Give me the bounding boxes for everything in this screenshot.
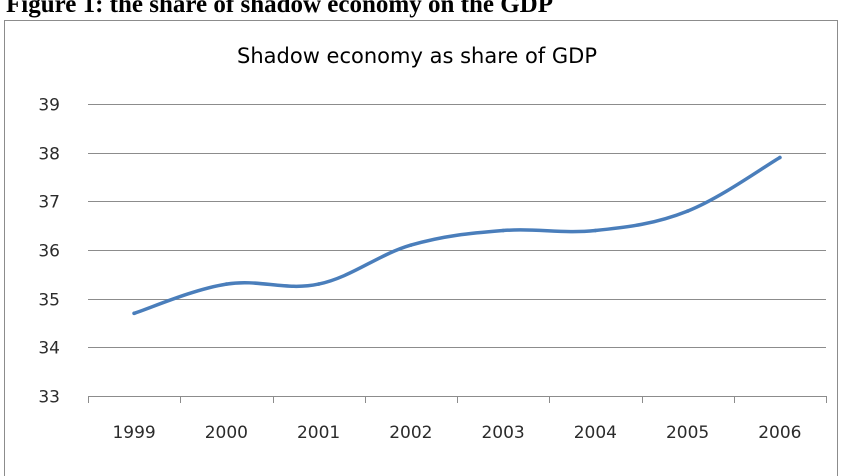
x-tick-label: 1999	[112, 423, 155, 443]
figure-caption: Figure 1: the share of shadow economy on…	[6, 0, 553, 18]
chart-frame	[4, 20, 838, 476]
data-point-2004	[593, 228, 598, 233]
data-point-2001	[316, 282, 321, 286]
x-tick-labels: 1999 2000 2001 2002 2003 2004 2005 2006	[112, 423, 801, 443]
x-tick-label: 2000	[205, 423, 248, 443]
data-point-1999	[132, 311, 136, 316]
x-tick-label: 2005	[666, 423, 709, 443]
y-tick-label: 39	[38, 96, 60, 116]
y-tick-label: 34	[38, 339, 60, 359]
grid-lines	[88, 104, 826, 397]
chart-title: Shadow economy as share of GDP	[237, 44, 597, 68]
y-tick-label: 36	[38, 242, 60, 262]
x-tick-label: 2004	[574, 423, 617, 443]
y-tick-label: 33	[38, 388, 60, 408]
y-tick-label: 35	[38, 291, 60, 311]
series-line-0	[132, 155, 782, 316]
y-tick-labels: 33 34 35 36 37 38 39	[38, 96, 60, 408]
data-point-2000	[224, 282, 229, 286]
x-tick-label: 2002	[389, 423, 432, 443]
y-tick-label: 37	[38, 193, 60, 213]
x-tick-label: 2003	[481, 423, 524, 443]
x-axis	[88, 396, 827, 403]
data-point-2003	[501, 228, 505, 233]
data-point-2005	[685, 209, 690, 213]
data-point-2006	[778, 155, 782, 160]
x-tick-label: 2006	[758, 423, 801, 443]
series-layer	[132, 155, 782, 316]
y-tick-label: 38	[38, 145, 60, 165]
x-tick-label: 2001	[297, 423, 340, 443]
data-point-2002	[409, 243, 413, 247]
